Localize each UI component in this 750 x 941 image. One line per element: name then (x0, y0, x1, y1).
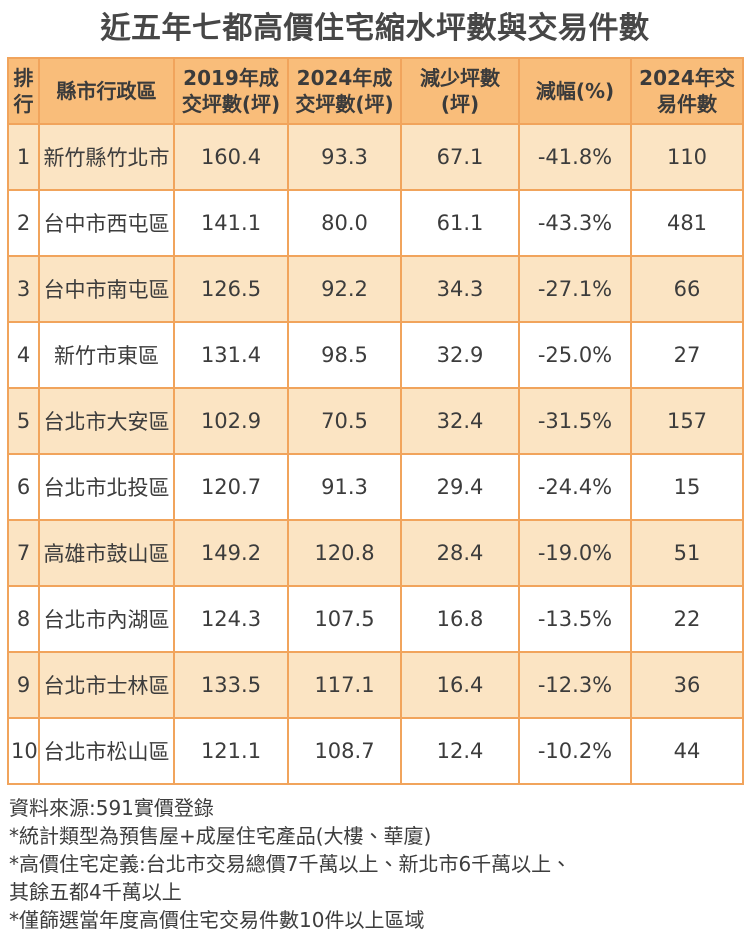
district-cell: 台北市北投區 (38, 453, 175, 521)
rank-cell: 6 (7, 453, 40, 521)
column-header: 減少坪數 (坪) (400, 57, 520, 125)
district-cell: 台北市士林區 (38, 651, 175, 719)
value-cell: 28.4 (400, 519, 520, 587)
footnote-line: 其餘五都4千萬以上 (9, 880, 182, 904)
value-cell: 160.4 (173, 123, 289, 191)
value-cell: 107.5 (287, 585, 402, 653)
rank-cell: 2 (7, 189, 40, 257)
value-cell: 51 (630, 519, 744, 587)
value-cell: 98.5 (287, 321, 402, 389)
value-cell: 157 (630, 387, 744, 455)
value-cell: 126.5 (173, 255, 289, 323)
table-head: 排 行縣市行政區 2019年成 交坪數(坪) 2024年成 交坪數(坪) 減少坪數 (… (7, 57, 744, 125)
table-row: 9 台北市士林區 133.5 117.1 16.4 -12.3% 36 (7, 651, 744, 719)
value-cell: 67.1 (400, 123, 520, 191)
value-cell: -10.2% (518, 717, 632, 785)
table-body: 1 新竹縣竹北市 160.4 93.3 67.1 -41.8% 110 2 台中市西屯區 141.… (7, 123, 744, 785)
value-cell: 16.8 (400, 585, 520, 653)
footnote-line: *僅篩選當年度高價住宅交易件數10件以上區域 (9, 908, 425, 932)
value-cell: 91.3 (287, 453, 402, 521)
district-cell: 台北市松山區 (38, 717, 175, 785)
rank-cell: 5 (7, 387, 40, 455)
value-cell: -41.8% (518, 123, 632, 191)
rank-cell: 4 (7, 321, 40, 389)
value-cell: 131.4 (173, 321, 289, 389)
value-cell: 12.4 (400, 717, 520, 785)
value-cell: 32.9 (400, 321, 520, 389)
table-row: 3 台中市南屯區 126.5 92.2 34.3 -27.1% 66 (7, 255, 744, 323)
value-cell: 15 (630, 453, 744, 521)
district-cell: 台中市西屯區 (38, 189, 175, 257)
value-cell: -25.0% (518, 321, 632, 389)
value-cell: -24.4% (518, 453, 632, 521)
page-title: 近五年七都高價住宅縮水坪數與交易件數 (100, 11, 650, 46)
column-header: 2024年成 交坪數(坪) (287, 57, 402, 125)
value-cell: -31.5% (518, 387, 632, 455)
table-row: 4 新竹市東區 131.4 98.5 32.9 -25.0% 27 (7, 321, 744, 389)
table-row: 10 台北市松山區 121.1 108.7 12.4 -10.2% 44 (7, 717, 744, 785)
value-cell: 121.1 (173, 717, 289, 785)
rank-cell: 7 (7, 519, 40, 587)
column-header: 排 行 (7, 57, 40, 125)
district-cell: 台北市內湖區 (38, 585, 175, 653)
value-cell: 16.4 (400, 651, 520, 719)
value-cell: 27 (630, 321, 744, 389)
value-cell: 102.9 (173, 387, 289, 455)
value-cell: -13.5% (518, 585, 632, 653)
table-row: 7 高雄市鼓山區 149.2 120.8 28.4 -19.0% 51 (7, 519, 744, 587)
value-cell: 120.8 (287, 519, 402, 587)
footnote-line: *統計類型為預售屋+成屋住宅產品(大樓、華廈) (9, 824, 432, 848)
footnotes: 資料來源:591實價登錄 *統計類型為預售屋+成屋住宅產品(大樓、華廈) *高價住宅… (9, 794, 750, 934)
data-table: 排 行縣市行政區 2019年成 交坪數(坪) 2024年成 交坪數(坪) 減少坪數 (… (7, 57, 744, 785)
value-cell: -19.0% (518, 519, 632, 587)
column-header: 2019年成 交坪數(坪) (173, 57, 289, 125)
rank-cell: 3 (7, 255, 40, 323)
value-cell: 149.2 (173, 519, 289, 587)
district-cell: 新竹縣竹北市 (38, 123, 175, 191)
value-cell: 481 (630, 189, 744, 257)
value-cell: 80.0 (287, 189, 402, 257)
value-cell: 108.7 (287, 717, 402, 785)
value-cell: 66 (630, 255, 744, 323)
table-row: 6 台北市北投區 120.7 91.3 29.4 -24.4% 15 (7, 453, 744, 521)
value-cell: 141.1 (173, 189, 289, 257)
value-cell: 92.2 (287, 255, 402, 323)
table-row: 2 台中市西屯區 141.1 80.0 61.1 -43.3% 481 (7, 189, 744, 257)
table-row: 1 新竹縣竹北市 160.4 93.3 67.1 -41.8% 110 (7, 123, 744, 191)
value-cell: 61.1 (400, 189, 520, 257)
table-header-row: 排 行縣市行政區 2019年成 交坪數(坪) 2024年成 交坪數(坪) 減少坪數 (… (7, 57, 744, 125)
value-cell: 29.4 (400, 453, 520, 521)
value-cell: -27.1% (518, 255, 632, 323)
value-cell: 133.5 (173, 651, 289, 719)
value-cell: 44 (630, 717, 744, 785)
footnote-line: 資料來源:591實價登錄 (9, 796, 214, 820)
value-cell: 120.7 (173, 453, 289, 521)
rank-cell: 10 (7, 717, 40, 785)
value-cell: -12.3% (518, 651, 632, 719)
value-cell: 22 (630, 585, 744, 653)
district-cell: 台北市大安區 (38, 387, 175, 455)
value-cell: 124.3 (173, 585, 289, 653)
value-cell: 117.1 (287, 651, 402, 719)
district-cell: 高雄市鼓山區 (38, 519, 175, 587)
value-cell: 34.3 (400, 255, 520, 323)
footnote-line: *高價住宅定義:台北市交易總價7千萬以上、新北市6千萬以上、 (9, 852, 572, 876)
value-cell: 110 (630, 123, 744, 191)
district-cell: 台中市南屯區 (38, 255, 175, 323)
column-header: 減幅(%) (518, 57, 632, 125)
table-row: 5 台北市大安區 102.9 70.5 32.4 -31.5% 157 (7, 387, 744, 455)
column-header: 縣市行政區 (38, 57, 175, 125)
value-cell: -43.3% (518, 189, 632, 257)
rank-cell: 1 (7, 123, 40, 191)
district-cell: 新竹市東區 (38, 321, 175, 389)
value-cell: 70.5 (287, 387, 402, 455)
value-cell: 36 (630, 651, 744, 719)
rank-cell: 9 (7, 651, 40, 719)
value-cell: 93.3 (287, 123, 402, 191)
column-header: 2024年交 易件數 (630, 57, 744, 125)
value-cell: 32.4 (400, 387, 520, 455)
table-row: 8 台北市內湖區 124.3 107.5 16.8 -13.5% 22 (7, 585, 744, 653)
rank-cell: 8 (7, 585, 40, 653)
